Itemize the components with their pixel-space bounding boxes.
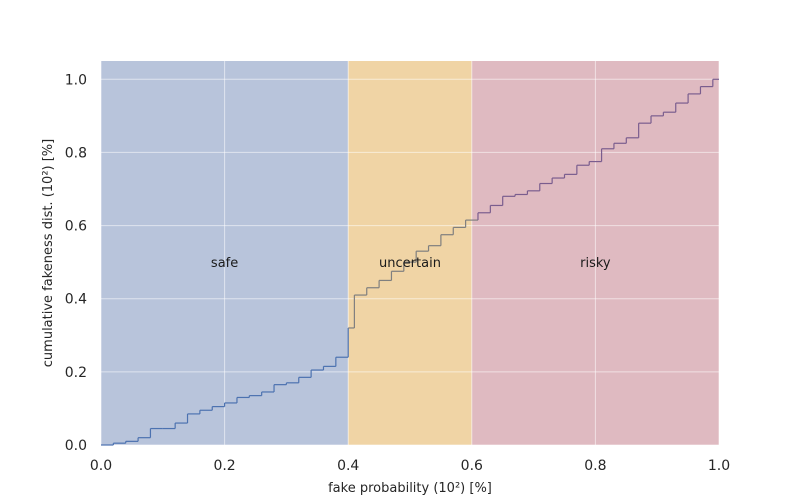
region-labels-layer: safe uncertain risky — [211, 256, 611, 271]
x-axis-label: fake probability (10²) [%] — [328, 481, 492, 496]
x-tick-label: 0.0 — [90, 458, 112, 474]
ticks-layer: 0.0 0.2 0.4 0.6 0.8 1.0 0.0 0.2 0.4 0.6 0.8 1.0 — [65, 72, 730, 474]
y-tick-label: 0.8 — [65, 145, 87, 161]
x-tick-label: 0.8 — [584, 458, 606, 474]
region-label-risky: risky — [580, 256, 611, 271]
y-tick-label: 1.0 — [65, 72, 87, 88]
y-tick-label: 0.0 — [65, 438, 87, 454]
x-tick-label: 1.0 — [708, 458, 730, 474]
y-axis-label: cumulative fakeness dist. (10²) [%] — [41, 139, 56, 367]
grid-layer — [100, 61, 720, 446]
y-tick-label: 0.2 — [65, 365, 87, 381]
series-layer — [101, 78, 719, 446]
y-tick-label: 0.4 — [65, 292, 87, 308]
region-label-safe: safe — [211, 256, 238, 271]
regions-layer — [101, 61, 719, 445]
x-tick-label: 0.2 — [213, 458, 235, 474]
x-tick-label: 0.4 — [337, 458, 359, 474]
x-tick-label: 0.6 — [461, 458, 483, 474]
region-label-uncertain: uncertain — [379, 256, 441, 271]
region-uncertain-band — [348, 61, 472, 445]
y-tick-label: 0.6 — [65, 219, 87, 235]
